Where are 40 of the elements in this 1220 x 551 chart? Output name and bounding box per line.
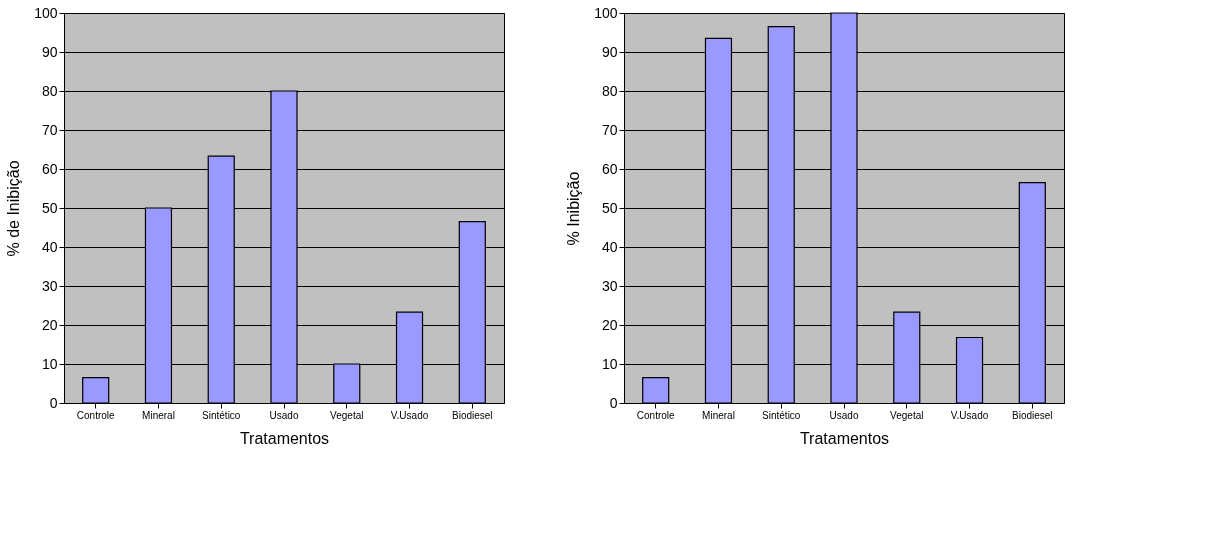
y-tick-label: 80 — [601, 82, 618, 99]
y-tick-label: 90 — [601, 43, 618, 60]
x-tick-label: Sintético — [762, 409, 801, 421]
x-axis-title: Tratamentos — [239, 429, 330, 447]
x-tick-label: V.Usado — [390, 409, 429, 421]
x-axis-title: Tratamentos — [799, 429, 890, 447]
y-tick-label: 100 — [34, 4, 58, 21]
y-tick-label: 70 — [601, 121, 618, 138]
x-tick-label: Biodiesel — [452, 409, 493, 421]
y-axis-title: % Inibição — [565, 171, 583, 246]
y-tick-label: 90 — [41, 43, 58, 60]
y-axis-title: % de Inibição — [5, 160, 23, 257]
x-tick-label: Vegetal — [890, 409, 924, 421]
y-tick-label: 0 — [49, 394, 58, 411]
y-tick-label: 30 — [41, 277, 58, 294]
y-tick-label: 0 — [609, 394, 618, 411]
y-tick-label: 80 — [41, 82, 58, 99]
y-tick-label: 70 — [41, 121, 58, 138]
y-tick-label: 60 — [601, 160, 618, 177]
y-tick-label: 10 — [601, 355, 618, 372]
y-tick-label: 100 — [594, 4, 618, 21]
y-tick-label: 50 — [601, 199, 618, 216]
x-tick-label: Mineral — [142, 409, 175, 421]
y-tick-label: 40 — [601, 238, 618, 255]
x-tick-label: Biodiesel — [1012, 409, 1053, 421]
y-tick-label: 60 — [41, 160, 58, 177]
y-tick-label: 20 — [601, 316, 618, 333]
x-tick-label: Vegetal — [330, 409, 364, 421]
x-tick-label: Usado — [829, 409, 859, 421]
x-tick-label: V.Usado — [950, 409, 989, 421]
x-tick-label: Sintético — [202, 409, 241, 421]
y-tick-label: 20 — [41, 316, 58, 333]
y-tick-label: 40 — [41, 238, 58, 255]
x-tick-label: Controle — [76, 409, 116, 421]
x-tick-label: Mineral — [702, 409, 735, 421]
x-tick-label: Controle — [636, 409, 676, 421]
y-tick-label: 50 — [41, 199, 58, 216]
y-tick-label: 30 — [601, 277, 618, 294]
x-tick-label: Usado — [269, 409, 299, 421]
y-tick-label: 10 — [41, 355, 58, 372]
